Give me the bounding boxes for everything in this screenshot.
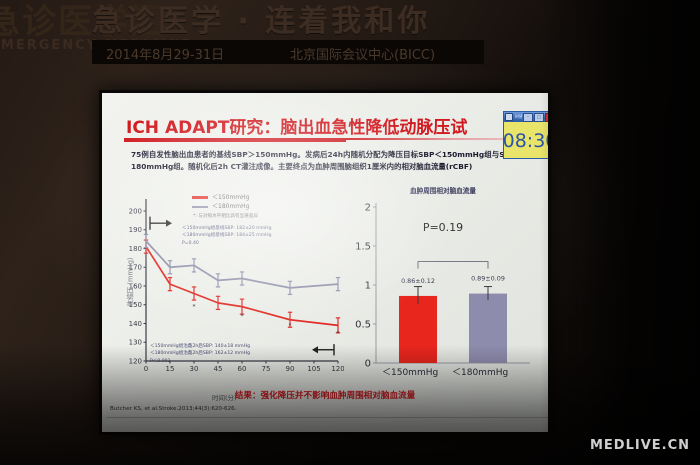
svg-text:*: * [337,330,340,337]
title-underline-accent [124,140,346,142]
svg-text:1: 1 [365,280,371,291]
svg-text:1.5: 1.5 [355,241,371,252]
svg-text:2: 2 [365,202,371,213]
clock-window-title: 时钟 [515,114,522,119]
svg-text:200: 200 [129,207,142,215]
conference-info-bar: 2014年8月29-31日 北京国际会议中心(BICC) [92,40,484,64]
conference-date: 2014年8月29-31日 [106,48,225,63]
minimize-button[interactable]: – [523,112,533,122]
watermark: MEDLIVE.CN [589,438,690,453]
slide-title: ICH ADAPT研究：脑出血急性降低动脉压试 [126,118,468,138]
clock-app-icon [505,113,513,121]
svg-text:180: 180 [129,245,142,253]
conference-logo-cn: 急诊医学汇 [0,2,166,42]
svg-text:0.5: 0.5 [355,319,371,330]
svg-text:0.86±0.12: 0.86±0.12 [401,277,435,285]
conference-venue: 北京国际会议中心(BICC) [290,48,436,63]
svg-text:*: * [289,322,292,329]
svg-text:0.89±0.09: 0.89±0.09 [471,275,505,283]
conference-title: 急诊医学 · 连着我和你 [92,4,431,39]
svg-text:*: * [193,304,196,311]
svg-text:190: 190 [129,226,142,234]
line-chart-y-axis-label: 收缩压 (mmHg) [126,257,135,307]
slide-body-text: 75例自发性脑出血患者的基线SBP＞150mmHg。发病后24h内随机分配为降压… [131,150,523,171]
svg-text:140: 140 [129,320,142,328]
room-shadow-bottom [0,345,700,465]
svg-text:*: * [241,313,244,320]
